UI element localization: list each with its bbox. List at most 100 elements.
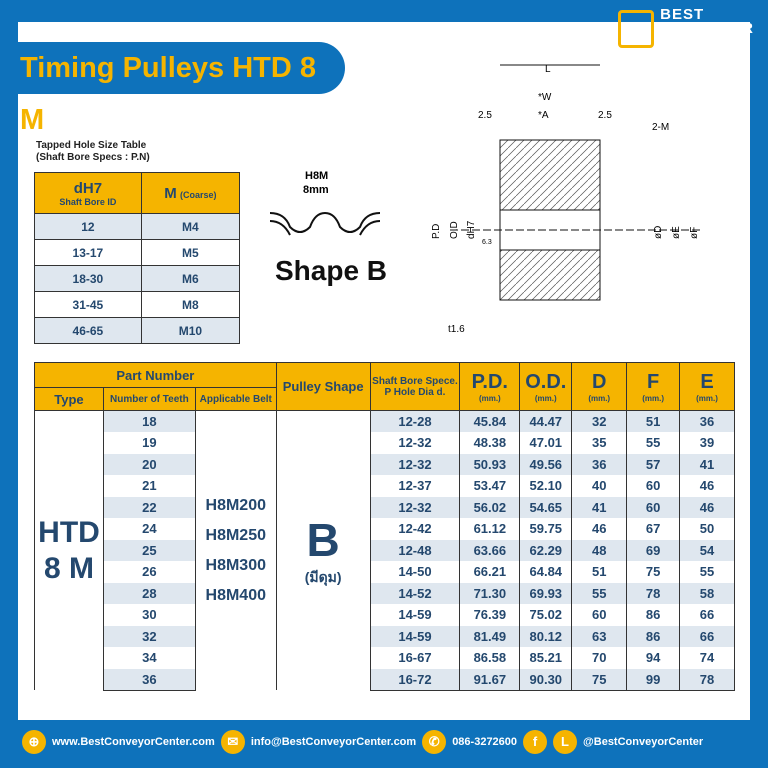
table-cell: 54 (679, 539, 735, 561)
svg-text:O.D: O.D (449, 221, 460, 239)
table-cell: 80.12 (519, 625, 573, 647)
table-row: HTD 8 M 18 H8M200 H8M250 H8M300 H8M400 B (มีดุม)… (34, 410, 735, 690)
table-cell: 45.84 (459, 410, 521, 432)
tapped-cell: 18-30 (34, 265, 142, 292)
table-row: 30 14-59 76.39 75.02 60 86 66 (35, 604, 735, 626)
table-cell: 67 (626, 518, 681, 540)
svg-text:6.3: 6.3 (482, 239, 492, 246)
table-row: 20 12-32 50.93 49.56 36 57 41 (35, 453, 735, 475)
table-cell: 26 (102, 561, 196, 583)
table-cell: 12-32 (369, 432, 461, 454)
svg-text:øF: øF (689, 227, 700, 239)
table-cell: 50 (679, 518, 735, 540)
belt-profile: H8M 8mm (269, 170, 381, 236)
table-cell: 22 (102, 496, 196, 518)
table-row: 36 16-72 91.67 90.30 75 99 78 (35, 668, 735, 691)
table-cell: 14-59 (369, 625, 461, 647)
tapped-cell: M8 (140, 291, 241, 318)
table-cell: 12-28 (369, 410, 461, 432)
table-cell: 71.30 (459, 582, 521, 604)
table-cell: 36 (102, 668, 196, 691)
belt-item: H8M400 (205, 586, 266, 604)
table-cell: 51 (626, 410, 681, 432)
table-cell: 75.02 (519, 604, 573, 626)
table-cell: 60 (626, 496, 681, 518)
table-cell: 48 (571, 539, 628, 561)
table-cell: 12-37 (369, 475, 461, 497)
table-cell: 62.29 (519, 539, 573, 561)
table-cell: 14-59 (369, 604, 461, 626)
table-cell: 86 (626, 625, 681, 647)
table-cell: 59.75 (519, 518, 573, 540)
tapped-cell: 13-17 (34, 239, 142, 266)
table-cell: 78 (679, 668, 735, 691)
table-cell: 66.21 (459, 561, 521, 583)
table-row: 21 12-37 53.47 52.10 40 60 46 (35, 475, 735, 497)
table-cell: B (มีดุม) (275, 410, 371, 690)
table-cell: 53.47 (459, 475, 521, 497)
table-cell: 12-32 (369, 496, 461, 518)
line-icon[interactable]: L (553, 730, 578, 754)
table-cell: 81.49 (459, 625, 521, 647)
table-cell: 20 (102, 453, 196, 475)
table-cell: 78 (626, 582, 681, 604)
table-row: 25 12-48 63.66 62.29 48 69 54 (35, 539, 735, 561)
tapped-hole-table: dH7 Shaft Bore ID M (Coarse) 12 M4 13-17 M5 1… (34, 172, 241, 344)
table-cell: 58 (679, 582, 735, 604)
table-row: 34 16-67 86.58 85.21 70 94 74 (35, 647, 735, 669)
part-number-header: Part Number (34, 362, 277, 388)
social-handle[interactable]: @BestConveyorCenter (583, 736, 704, 748)
table-cell: 25 (102, 539, 196, 561)
table-cell: 16-67 (369, 647, 461, 669)
table-cell: 75 (571, 668, 628, 691)
table-cell: 19 (102, 432, 196, 454)
table-cell: 94 (626, 647, 681, 669)
svg-text:øD: øD (653, 226, 664, 239)
email-link[interactable]: info@BestConveyorCenter.com (250, 736, 417, 748)
phone-number[interactable]: 086-3272600 (452, 736, 518, 748)
table-cell: 46 (679, 496, 735, 518)
svg-text:*A: *A (538, 110, 549, 121)
tapped-row: 18-30 M6 (34, 265, 241, 292)
table-cell: 47.01 (519, 432, 573, 454)
svg-text:2-M: 2-M (652, 122, 669, 133)
tapped-cell: 31-45 (34, 291, 142, 318)
facebook-icon[interactable]: f (523, 730, 548, 754)
table-cell: 41 (679, 453, 735, 475)
table-cell: 28 (102, 582, 196, 604)
svg-text:P.D: P.D (431, 224, 442, 239)
table-cell: 32 (102, 625, 196, 647)
svg-text:L: L (545, 64, 551, 75)
table-cell: 32 (571, 410, 628, 432)
tapped-cell: M5 (140, 239, 241, 266)
table-cell: 63 (571, 625, 628, 647)
table-cell: 14-52 (369, 582, 461, 604)
table-cell: 39 (679, 432, 735, 454)
table-cell: 30 (102, 604, 196, 626)
tapped-caption: Tapped Hole Size Table (Shaft Bore Specs … (36, 140, 150, 163)
table-cell: 14-50 (369, 561, 461, 583)
table-cell: 66 (679, 625, 735, 647)
table-row: 19 12-32 48.38 47.01 35 55 39 (35, 432, 735, 454)
table-cell: 85.21 (519, 647, 573, 669)
table-cell: 34 (102, 647, 196, 669)
table-cell: 56.02 (459, 496, 521, 518)
table-row: 32 14-59 81.49 80.12 63 86 66 (35, 625, 735, 647)
tapped-cell: 12 (34, 213, 142, 240)
table-cell: 51 (571, 561, 628, 583)
table-cell: 61.12 (459, 518, 521, 540)
svg-text:2.5: 2.5 (478, 110, 492, 121)
website-link[interactable]: www.BestConveyorCenter.com (52, 736, 215, 748)
svg-text:8mm: 8mm (303, 184, 329, 196)
page-title: Timing Pulleys HTD 8 M (0, 42, 345, 136)
table-cell: 54.65 (519, 496, 573, 518)
tapped-row: 12 M4 (34, 213, 241, 240)
table-cell: 46 (679, 475, 735, 497)
table-cell: 86 (626, 604, 681, 626)
table-cell: 66 (679, 604, 735, 626)
table-row: 22 12-32 56.02 54.65 41 60 46 (35, 496, 735, 518)
table-row: 24 12-42 61.12 59.75 46 67 50 (35, 518, 735, 540)
table-cell: 21 (102, 475, 196, 497)
tapped-row: 31-45 M8 (34, 291, 241, 318)
table-cell: 91.67 (459, 668, 521, 691)
